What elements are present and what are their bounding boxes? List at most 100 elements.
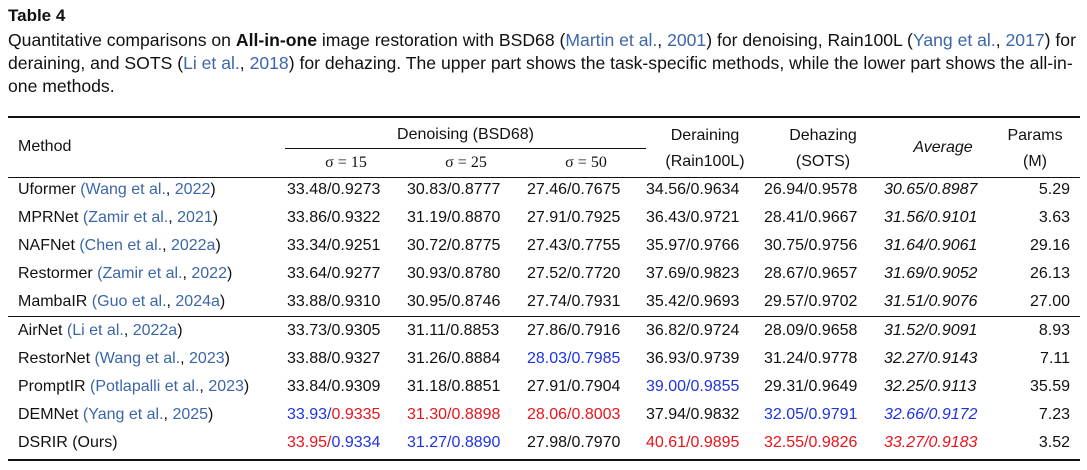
psnr-value: 32.27 [884,350,925,367]
ssim-value: 0.9756 [808,237,858,254]
ssim-value: 0.7675 [571,181,621,198]
ssim-value: 0.9724 [690,322,740,339]
params-value: 3.63 [1038,209,1070,226]
caption-text: image restoration with BSD68 ( [317,30,566,50]
citation-authors[interactable]: (Zamir et al. [78,209,169,226]
value-separator: / [447,378,452,395]
metric-cell: 33.84/0.9309 [287,377,380,397]
value-separator: / [445,322,451,339]
method-name: Restormer (Zamir et al., 2022) [18,264,232,284]
method-label: MambaIR [18,293,88,310]
metric-cell: 33.73/0.9305 [287,321,380,341]
group-rule [8,316,1080,317]
ssim-value: 0.9076 [928,293,978,310]
psnr-value: 27.86 [527,322,568,339]
psnr-value: 30.83 [407,181,448,198]
ssim-value: 0.9826 [808,434,858,451]
ssim-value: 0.9667 [808,209,858,226]
citation-year[interactable]: 2025 [172,406,209,423]
ssim-value: 0.9334 [331,434,381,451]
ssim-value: 0.9052 [928,265,978,282]
ssim-value: 0.8746 [451,293,501,310]
citation-authors[interactable]: (Wang et al. [75,181,166,198]
top-rule [8,116,1080,118]
metric-cell: 31.27/0.8890 [407,433,500,453]
value-separator: / [327,293,332,310]
psnr-value: 28.67 [764,265,805,282]
caption-citation[interactable]: 2001 [667,30,707,50]
citation-year[interactable]: 2023 [189,350,225,367]
method-label: DSRIR (Ours) [18,434,118,451]
citation-authors[interactable]: (Zamir et al. [92,265,183,282]
value-separator: / [924,209,929,226]
ssim-value: 0.8851 [451,378,501,395]
caption-citation[interactable]: Martin et al. [565,30,658,50]
method-label: PromptIR [18,378,86,395]
value-separator: / [327,350,332,367]
caption-citation[interactable]: Li et al. [183,53,240,73]
citation-year[interactable]: 2022a [132,322,178,339]
psnr-value: 34.56 [646,181,687,198]
citation-authors[interactable]: (Yang et al. [78,406,164,423]
citation-close: ) [210,181,216,198]
psnr-value: 31.30 [407,406,448,423]
psnr-value: 29.31 [764,378,805,395]
ssim-value: 0.7925 [571,209,621,226]
ssim-value: 0.8003 [571,406,621,423]
ssim-value: 0.8853 [450,322,500,339]
psnr-value: 33.73 [287,322,328,339]
citation-authors[interactable]: (Chen et al. [74,237,163,254]
caption-citation[interactable]: 2017 [1005,30,1045,50]
value-separator: / [567,209,572,226]
ssim-value: 0.9721 [690,209,740,226]
psnr-value: 30.72 [407,237,448,254]
citation-separator: , [123,322,133,339]
value-separator: / [804,434,809,451]
citation-authors[interactable]: (Guo et al. [87,293,167,310]
citation-authors[interactable]: (Wang et al. [90,350,181,367]
citation-authors[interactable]: (Li et al. [62,322,124,339]
ssim-value: 0.9309 [331,378,381,395]
value-separator: / [447,406,452,423]
ssim-value: 0.8870 [451,209,501,226]
metric-cell: 35.97/0.9766 [646,236,739,256]
psnr-value: 28.03 [527,350,568,367]
method-name: AirNet (Li et al., 2022a) [18,321,183,341]
metric-cell: 37.69/0.9823 [646,264,739,284]
citation-year[interactable]: 2022 [174,181,211,198]
metric-cell: 30.83/0.8777 [407,180,500,200]
psnr-value: 37.69 [646,265,687,282]
value-separator: / [447,293,452,310]
caption-citation[interactable]: Yang et al. [912,30,996,50]
caption-text: , [239,53,250,73]
ssim-value: 0.7720 [571,265,621,282]
psnr-value: 27.91 [527,209,568,226]
psnr-value: 36.43 [646,209,687,226]
params-value: 7.11 [1040,350,1070,367]
caption-citation[interactable]: 2018 [249,53,289,73]
metric-cell: 29.57/0.9702 [764,292,857,312]
ssim-value: 0.9061 [928,237,978,254]
ssim-value: 0.9310 [331,293,381,310]
citation-close: ) [224,350,230,367]
ssim-value: 0.8775 [451,237,501,254]
citation-authors[interactable]: (Potlapalli et al. [85,378,200,395]
metric-cell: 27.46/0.7675 [527,180,620,200]
value-separator: / [686,181,691,198]
metric-cell: 32.66/0.9172 [884,405,977,425]
citation-year[interactable]: 2021 [177,209,213,226]
citation-year[interactable]: 2022 [191,265,227,282]
citation-year[interactable]: 2024a [175,293,220,310]
metric-cell: 31.56/0.9101 [884,208,977,228]
method-label: Restormer [18,265,93,282]
metric-cell: 34.56/0.9634 [646,180,739,200]
citation-year[interactable]: 2023 [208,378,244,395]
metric-cell: 40.61/0.9895 [646,433,739,453]
psnr-value: 27.91 [527,378,568,395]
value-separator: / [686,406,691,423]
psnr-value: 31.56 [884,209,925,226]
ssim-value: 0.9658 [808,322,858,339]
value-separator: / [686,322,691,339]
citation-year[interactable]: 2022a [170,237,216,254]
citation-separator: , [166,293,176,310]
